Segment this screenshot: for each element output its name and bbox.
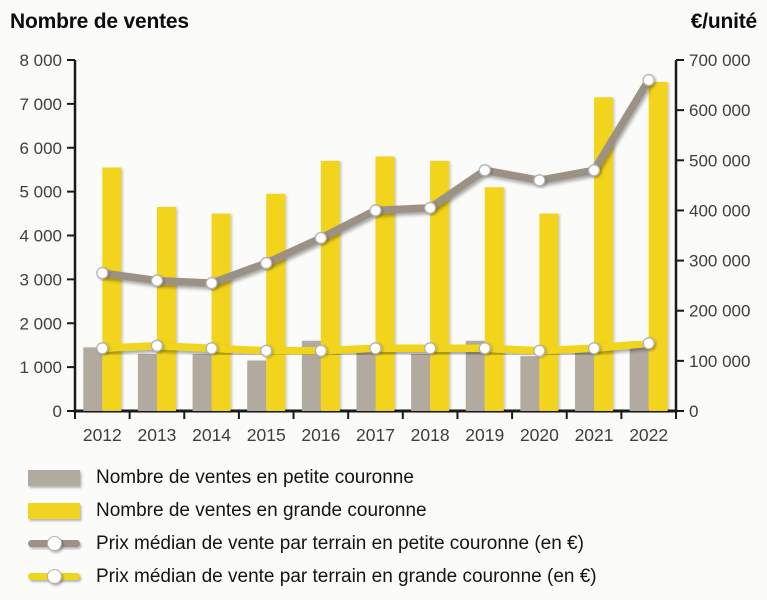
data-point <box>369 204 382 217</box>
right-axis-tick-label: 200 000 <box>689 302 750 321</box>
bar-grande-couronne <box>484 187 504 411</box>
data-point <box>205 276 218 290</box>
left-axis-tick-label: 5 000 <box>19 183 62 202</box>
data-point <box>150 274 164 287</box>
data-point <box>260 256 273 270</box>
bar-petite-couronne <box>247 360 267 411</box>
bar-petite-couronne <box>137 353 157 411</box>
left-axis-tick-label: 0 <box>53 402 62 421</box>
data-point <box>642 73 655 87</box>
data-point <box>314 344 328 357</box>
data-point <box>260 344 273 357</box>
data-point <box>642 337 655 350</box>
data-point <box>423 201 437 215</box>
bar-grande-couronne <box>156 206 176 411</box>
right-axis-tick-label: 300 000 <box>689 252 750 271</box>
year-label: 2012 <box>83 425 122 445</box>
bar-grande-couronne <box>102 167 122 411</box>
data-point <box>150 339 164 352</box>
bar-petite-couronne <box>575 351 595 411</box>
legend-line-dot-icon <box>46 569 62 584</box>
data-point <box>587 164 601 177</box>
bar-grande-couronne <box>375 156 395 411</box>
bar-grande-couronne <box>648 81 668 411</box>
legend-item-prix-grande-couronne: Prix médian de vente par terrain en gran… <box>28 560 761 593</box>
data-point <box>314 231 328 245</box>
year-label: 2019 <box>465 425 504 445</box>
bar-petite-couronne <box>192 353 212 411</box>
left-axis-title: Nombre de ventes <box>10 10 189 33</box>
bar-petite-couronne <box>356 349 376 411</box>
grande-couronne-bar-swatch-icon <box>28 502 80 519</box>
legend-label: Prix médian de vente par terrain en gran… <box>96 565 597 587</box>
left-axis-tick-label: 3 000 <box>19 270 62 289</box>
legend-line-dot-icon <box>46 536 62 551</box>
legend-label: Prix médian de vente par terrain en peti… <box>96 532 584 554</box>
legend: Nombre de ventes en petite couronne Nomb… <box>28 461 761 593</box>
grande-couronne-line-swatch-icon <box>28 569 80 584</box>
right-axis-tick-label: 0 <box>689 402 698 421</box>
bar-petite-couronne <box>411 353 431 411</box>
legend-label: Nombre de ventes en grande couronne <box>96 499 427 521</box>
bar-grande-couronne <box>320 160 340 411</box>
data-point <box>587 342 601 355</box>
data-point <box>369 342 382 355</box>
right-axis-tick-label: 100 000 <box>689 352 750 371</box>
right-axis-tick-label: 400 000 <box>689 201 750 220</box>
bars <box>83 81 668 411</box>
data-point <box>478 164 491 177</box>
right-axis-title: €/unité <box>690 10 757 33</box>
left-axis-tick-label: 4 000 <box>19 227 62 246</box>
year-label: 2014 <box>192 425 231 445</box>
right-axis-tick-label: 500 000 <box>689 151 750 170</box>
data-point <box>96 342 109 355</box>
combo-chart-canvas: 0 1 000 2 000 3 000 4 000 5 000 6 000 7 000 8 00… <box>19 51 750 445</box>
data-point <box>533 174 546 187</box>
right-axis-tick-label: 600 000 <box>689 101 750 120</box>
year-label: 2015 <box>247 425 286 445</box>
price-line-grande-couronne <box>96 337 655 357</box>
left-axis-tick-label: 2 000 <box>19 314 62 333</box>
legend-label: Nombre de ventes en petite couronne <box>96 466 414 488</box>
year-label: 2021 <box>575 425 614 445</box>
year-label: 2013 <box>137 425 176 445</box>
bar-petite-couronne <box>83 347 103 411</box>
legend-item-ventes-petite-couronne: Nombre de ventes en petite couronne <box>28 461 761 494</box>
petite-couronne-line-swatch-icon <box>28 536 80 551</box>
left-axis-tick-label: 6 000 <box>19 139 62 158</box>
bar-petite-couronne <box>520 356 540 411</box>
price-line-petite-couronne <box>96 73 655 290</box>
year-label: 2020 <box>520 425 559 445</box>
bar-petite-couronne <box>301 340 321 411</box>
bar-petite-couronne <box>465 340 485 411</box>
year-label: 2017 <box>356 425 395 445</box>
bar-grande-couronne <box>266 193 286 411</box>
data-point <box>205 342 218 355</box>
left-axis-tick-label: 8 000 <box>19 51 62 70</box>
data-point <box>478 342 491 355</box>
year-label: 2016 <box>301 425 340 445</box>
legend-item-ventes-grande-couronne: Nombre de ventes en grande couronne <box>28 494 761 527</box>
year-label: 2022 <box>629 425 668 445</box>
data-point <box>533 344 546 357</box>
data-point <box>96 266 109 280</box>
legend-item-prix-petite-couronne: Prix médian de vente par terrain en peti… <box>28 527 761 560</box>
bar-grande-couronne <box>211 213 231 411</box>
year-label: 2018 <box>411 425 450 445</box>
left-axis-tick-label: 1 000 <box>19 358 62 377</box>
petite-couronne-bar-swatch-icon <box>28 469 80 486</box>
left-axis-tick-label: 7 000 <box>19 95 62 114</box>
data-point <box>423 342 437 355</box>
bar-grande-couronne <box>594 97 614 411</box>
bar-grande-couronne <box>539 213 559 411</box>
bar-petite-couronne <box>629 345 649 411</box>
right-axis-tick-label: 700 000 <box>689 51 750 70</box>
